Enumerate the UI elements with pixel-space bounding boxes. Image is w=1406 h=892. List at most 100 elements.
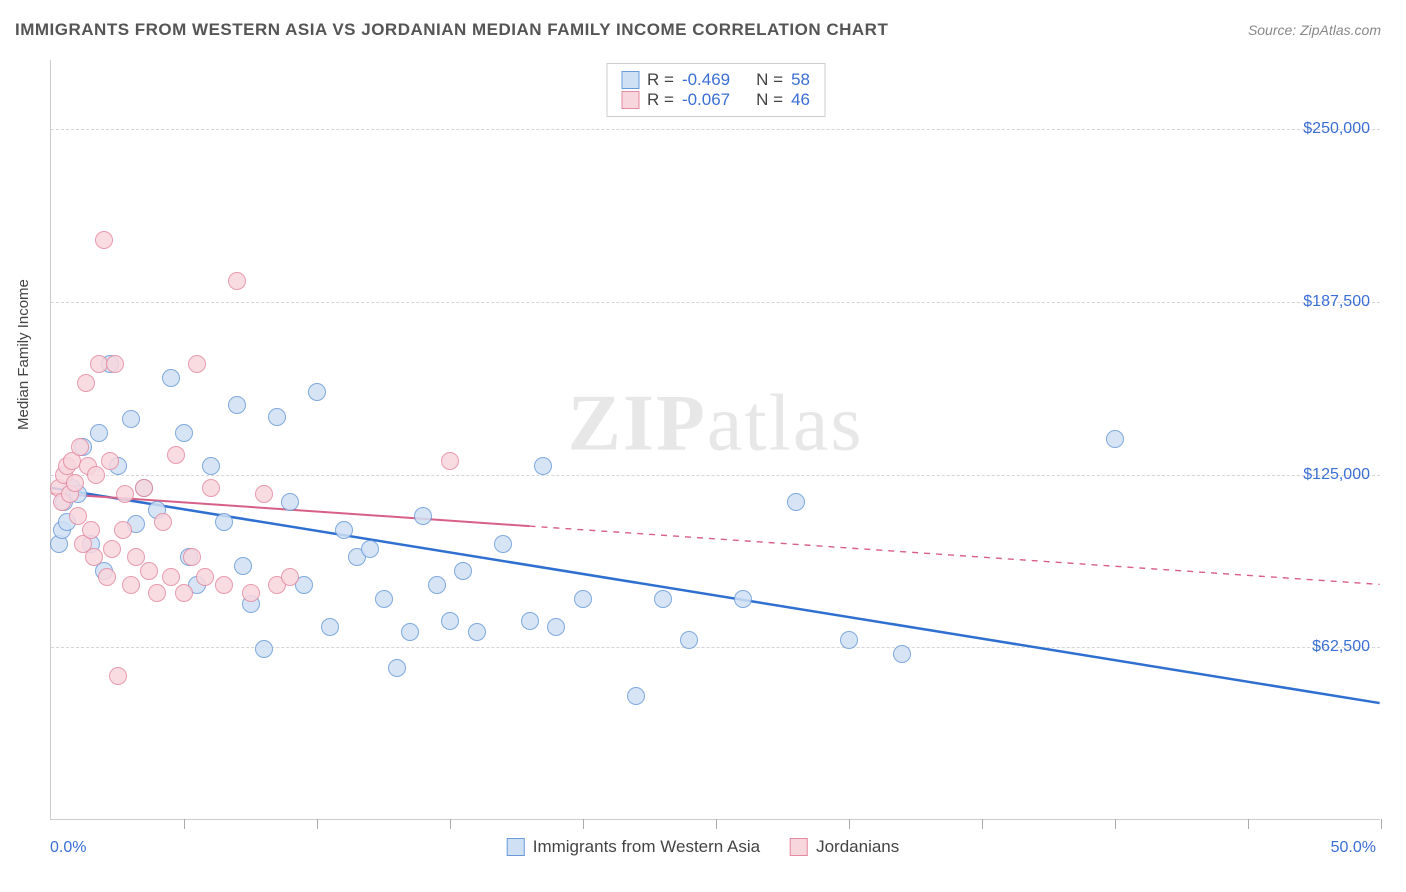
legend-item: Immigrants from Western Asia	[507, 837, 760, 857]
point-jordanian	[255, 485, 273, 503]
point-western-asia	[361, 540, 379, 558]
point-jordanian	[77, 374, 95, 392]
point-jordanian	[167, 446, 185, 464]
legend-swatch	[621, 91, 639, 109]
gridline	[51, 475, 1380, 476]
point-jordanian	[175, 584, 193, 602]
point-jordanian	[183, 548, 201, 566]
legend-row: R =-0.067N =46	[621, 90, 810, 110]
source-label: Source: ZipAtlas.com	[1248, 22, 1381, 38]
x-tick	[583, 819, 584, 829]
point-jordanian	[109, 667, 127, 685]
gridline	[51, 129, 1380, 130]
y-tick-label: $187,500	[1303, 293, 1370, 311]
point-western-asia	[228, 396, 246, 414]
point-jordanian	[162, 568, 180, 586]
legend-n-value: 58	[791, 70, 810, 90]
legend-n-label: N =	[756, 70, 783, 90]
point-western-asia	[534, 457, 552, 475]
watermark-text: ZIPatlas	[568, 379, 864, 470]
point-jordanian	[135, 479, 153, 497]
point-jordanian	[228, 272, 246, 290]
point-western-asia	[388, 659, 406, 677]
gridline	[51, 647, 1380, 648]
x-tick	[1248, 819, 1249, 829]
legend-swatch	[621, 71, 639, 89]
point-western-asia	[162, 369, 180, 387]
point-western-asia	[234, 557, 252, 575]
point-jordanian	[215, 576, 233, 594]
legend-series: Immigrants from Western Asia Jordanians	[507, 837, 900, 857]
gridline	[51, 302, 1380, 303]
x-tick	[184, 819, 185, 829]
x-axis-max-label: 50.0%	[1331, 839, 1376, 857]
point-western-asia	[375, 590, 393, 608]
point-western-asia	[401, 623, 419, 641]
y-tick-label: $125,000	[1303, 466, 1370, 484]
legend-r-label: R =	[647, 70, 674, 90]
point-jordanian	[95, 231, 113, 249]
point-jordanian	[98, 568, 116, 586]
point-jordanian	[114, 521, 132, 539]
legend-swatch	[507, 838, 525, 856]
point-western-asia	[454, 562, 472, 580]
legend-r-label: R =	[647, 90, 674, 110]
point-jordanian	[140, 562, 158, 580]
x-tick	[849, 819, 850, 829]
legend-r-value: -0.469	[682, 70, 730, 90]
point-western-asia	[840, 631, 858, 649]
x-tick	[1381, 819, 1382, 829]
point-jordanian	[202, 479, 220, 497]
point-western-asia	[414, 507, 432, 525]
point-western-asia	[428, 576, 446, 594]
point-jordanian	[85, 548, 103, 566]
point-western-asia	[494, 535, 512, 553]
point-jordanian	[87, 466, 105, 484]
y-tick-label: $250,000	[1303, 120, 1370, 138]
y-tick-label: $62,500	[1312, 638, 1370, 656]
point-western-asia	[122, 410, 140, 428]
legend-n-label: N =	[756, 90, 783, 110]
point-western-asia	[90, 424, 108, 442]
point-western-asia	[680, 631, 698, 649]
legend-correlation: R =-0.469N =58R =-0.067N =46	[606, 63, 825, 117]
point-jordanian	[148, 584, 166, 602]
point-jordanian	[242, 584, 260, 602]
x-tick	[982, 819, 983, 829]
x-tick	[1115, 819, 1116, 829]
chart-title: IMMIGRANTS FROM WESTERN ASIA VS JORDANIA…	[15, 20, 888, 40]
point-western-asia	[893, 645, 911, 663]
point-western-asia	[281, 493, 299, 511]
point-jordanian	[66, 474, 84, 492]
point-jordanian	[441, 452, 459, 470]
x-tick	[716, 819, 717, 829]
point-western-asia	[734, 590, 752, 608]
point-jordanian	[82, 521, 100, 539]
x-axis-min-label: 0.0%	[50, 839, 86, 857]
point-jordanian	[116, 485, 134, 503]
point-western-asia	[654, 590, 672, 608]
point-western-asia	[321, 618, 339, 636]
point-western-asia	[202, 457, 220, 475]
legend-swatch	[790, 838, 808, 856]
point-western-asia	[335, 521, 353, 539]
point-jordanian	[154, 513, 172, 531]
legend-row: R = -0.469 N = 58	[621, 70, 810, 90]
legend-item: Jordanians	[790, 837, 899, 857]
x-tick	[450, 819, 451, 829]
point-jordanian	[101, 452, 119, 470]
plot-area: ZIPatlas $62,500 $125,000 $187,500 $250,000…	[50, 60, 1380, 820]
x-tick	[317, 819, 318, 829]
point-jordanian	[71, 438, 89, 456]
point-jordanian	[103, 540, 121, 558]
trend-line-dashed	[530, 526, 1380, 584]
legend-series-name: Immigrants from Western Asia	[533, 837, 760, 857]
point-western-asia	[441, 612, 459, 630]
point-western-asia	[547, 618, 565, 636]
point-jordanian	[122, 576, 140, 594]
point-jordanian	[106, 355, 124, 373]
point-western-asia	[308, 383, 326, 401]
point-western-asia	[1106, 430, 1124, 448]
point-western-asia	[468, 623, 486, 641]
legend-r-value: -0.067	[682, 90, 730, 110]
